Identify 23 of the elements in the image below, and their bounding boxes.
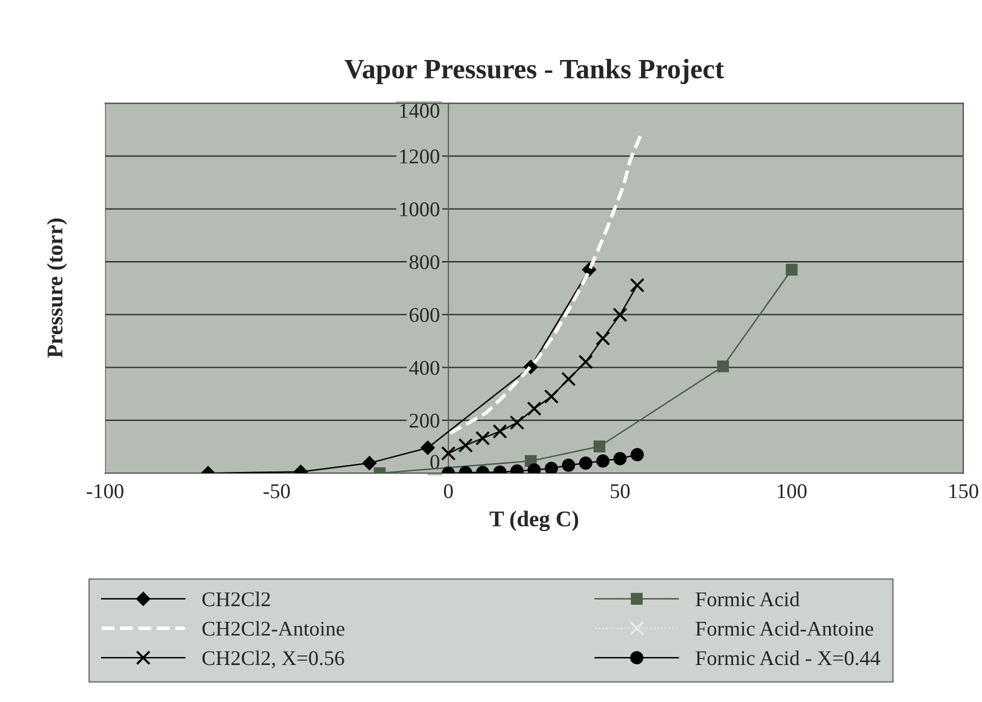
legend-label: CH2Cl2-Antoine (202, 621, 344, 636)
y-tick-label: 1000 (400, 202, 440, 216)
x-axis-title: T (deg C) (490, 510, 578, 532)
x-tick-label: -100 (86, 484, 124, 498)
y-axis-title: Pressure (torr) (46, 218, 68, 358)
y-tick-label: 400 (409, 360, 440, 375)
legend-label: CH2Cl2, X=0.56 (202, 650, 344, 668)
x-tick-label: 100 (778, 484, 807, 498)
y-tick-label: 800 (410, 255, 440, 270)
y-tick-label: 0 (430, 454, 440, 469)
x-tick-label: 50 (610, 484, 630, 498)
y-tick-label: 200 (410, 414, 440, 428)
x-tick-label: 0 (444, 484, 453, 498)
legend-label: Formic Acid (696, 592, 800, 606)
y-tick-label: 1200 (400, 149, 440, 164)
x-tick-label: -50 (264, 484, 290, 498)
y-tick-label: 1400 (400, 104, 440, 118)
y-tick-label: 600 (410, 308, 440, 322)
chart-title: Vapor Pressures - Tanks Project (344, 58, 724, 84)
x-tick-label: 150 (950, 484, 978, 498)
legend-label: Formic Acid-Antoine (696, 621, 874, 636)
legend-label: CH2Cl2 (202, 592, 270, 606)
legend-label: Formic Acid - X=0.44 (696, 650, 880, 666)
